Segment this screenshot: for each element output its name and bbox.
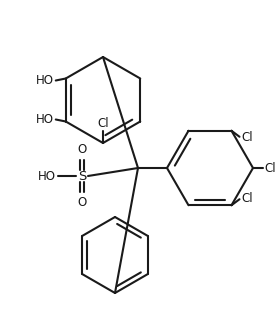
Text: HO: HO [38,169,56,182]
Text: HO: HO [36,74,54,87]
Text: HO: HO [36,113,54,126]
Text: Cl: Cl [241,131,253,144]
Text: Cl: Cl [241,192,253,205]
Text: Cl: Cl [264,162,276,175]
Text: Cl: Cl [97,117,109,130]
Text: O: O [77,196,87,209]
Text: S: S [78,169,86,182]
Text: O: O [77,143,87,156]
